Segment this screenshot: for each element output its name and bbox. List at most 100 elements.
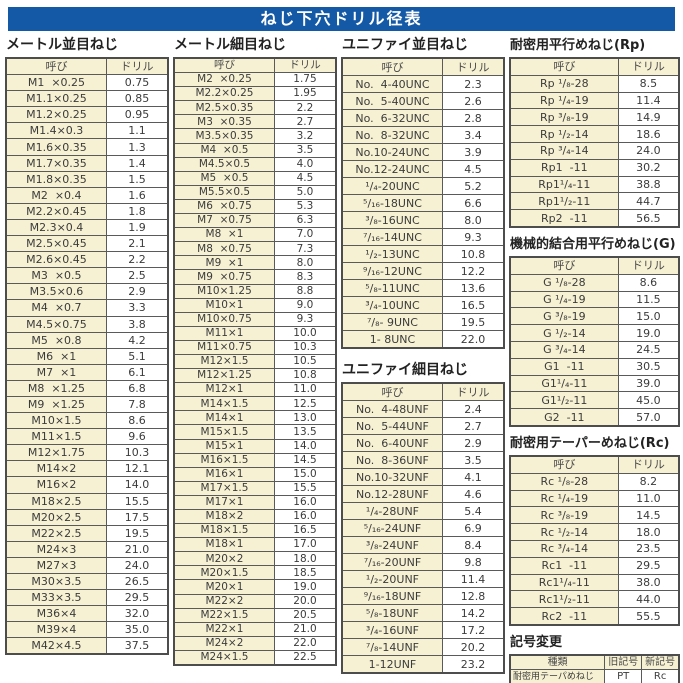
table-cell: ⁵/₁₆-24UNF: [341, 519, 443, 537]
table-cell: M9 ×1.25: [5, 395, 107, 414]
table-cell: 20.5: [273, 607, 337, 623]
table-cell: M33×3.5: [5, 589, 107, 607]
table-cell: 29.5: [617, 556, 680, 575]
table-cell: 8.0: [273, 255, 337, 271]
table-cell: 2.2: [105, 251, 169, 269]
table-cell: 38.8: [617, 175, 680, 194]
table-cell: M3.5×0.35: [173, 128, 275, 144]
unified-coarse-table: 呼び ドリル No. 4-40UNC 2.3 No. 5-40UNC 2.6 No. 6…: [341, 57, 505, 349]
table-cell: ³/₄-10UNC: [341, 296, 443, 314]
table-cell: 6.1: [105, 363, 169, 381]
table-cell: Rp1 -11: [509, 158, 619, 177]
table-row: ⁵/₈-18UNF 14.2: [341, 604, 505, 622]
table-row: No.12-28UNF 4.6: [341, 485, 505, 503]
table-cell: M15×1.5: [173, 424, 275, 440]
table-cell: 12.8: [441, 587, 505, 605]
table-cell: 2.7: [441, 417, 505, 435]
table-cell: G2 -11: [509, 408, 619, 427]
table-row: No. 5-40UNC 2.6: [341, 92, 505, 110]
metric-fine-table: 呼び ドリル M2 ×0.25 1.75 M2.2×0.25 1.95 M2.5×0.3…: [173, 57, 337, 667]
table-cell: 9.3: [273, 311, 337, 327]
table-cell: 11.4: [617, 91, 680, 110]
metric-coarse-section: メートル並目ねじ 呼び ドリル M1 ×0.25 0.75 M1.1×0.25 0.8…: [5, 36, 169, 656]
table-cell: Rc ¹/₂-14: [509, 523, 619, 541]
table-cell: 0.75: [105, 74, 169, 92]
table-cell: 32.0: [105, 605, 169, 623]
table-cell: Rc1 -11: [509, 556, 619, 575]
col-header-old-symbol: 旧記号: [604, 654, 643, 671]
table-row: M1.8×0.35 1.5: [5, 170, 169, 188]
table-cell: 5.1: [105, 347, 169, 365]
table-cell: Rp ³/₈-19: [509, 108, 619, 127]
table-cell: M5.5×0.5: [173, 184, 275, 200]
table-row: G ¹/₂-14 19.0: [509, 324, 680, 342]
table-cell: Rp1¹/₄-11: [509, 175, 619, 194]
table-row: Rc ³/₈-19 14.5: [509, 506, 680, 525]
table-cell: 15.0: [617, 307, 680, 326]
table-cell: 16.5: [273, 523, 337, 539]
table-cell: ⁷/₁₆-20UNF: [341, 553, 443, 571]
table-cell: 1.75: [273, 72, 337, 88]
table-cell: 2.8: [441, 109, 505, 127]
table-cell: ⁷/₈- 9UNC: [341, 313, 443, 331]
table-cell: ⁷/₁₆-14UNC: [341, 228, 443, 246]
table-cell: 23.2: [441, 655, 505, 674]
table-cell: 3.3: [105, 299, 169, 317]
table-cell: 35.0: [105, 621, 169, 639]
table-cell: 1.4: [105, 154, 169, 172]
col-header-name: 呼び: [509, 57, 619, 76]
table-cell: 37.5: [105, 637, 169, 655]
table-cell: 3.8: [105, 315, 169, 333]
table-cell: Rp2 -11: [509, 209, 619, 228]
table-cell: G ¹/₂-14: [509, 324, 619, 342]
table-cell: M1.6×0.35: [5, 138, 107, 156]
col-header-kind: 種類: [509, 654, 606, 671]
header-row: 呼び ドリル: [509, 455, 680, 474]
table-cell: M17×1: [173, 494, 275, 511]
table-cell: M8 ×1.25: [5, 379, 107, 397]
table-row: M5 ×0.5 4.5: [173, 170, 337, 186]
table-cell: M36×4: [5, 605, 107, 623]
table-cell: 8.0: [441, 211, 505, 229]
table-row: M1.2×0.25 0.95: [5, 106, 169, 124]
table-cell: 56.5: [617, 209, 680, 228]
table-cell: 18.5: [273, 565, 337, 581]
col-header-name: 呼び: [509, 455, 619, 474]
table-cell: Rp ¹/₂-14: [509, 125, 619, 143]
table-cell: 13.5: [273, 424, 337, 440]
table-row: Rc ¹/₄-19 11.0: [509, 489, 680, 508]
table-row: M7 ×1 6.1: [5, 363, 169, 381]
table-row: G ¹/₈-28 8.6: [509, 273, 680, 292]
table-row: ⁵/₁₆-24UNF 6.9: [341, 519, 505, 537]
unified-section: ユニファイ並目ねじ 呼び ドリル No. 4-40UNC 2.3 No. 5-40U…: [341, 36, 505, 674]
table-row: M30×3.5 26.5: [5, 572, 169, 591]
table-cell: 16.0: [273, 494, 337, 511]
col-header-drill: ドリル: [105, 57, 169, 76]
table-cell: 6.3: [273, 213, 337, 229]
table-cell: 2.9: [105, 283, 169, 301]
table-cell: 1- 8UNC: [341, 330, 443, 349]
table-row: G ³/₄-14 24.5: [509, 340, 680, 359]
table-row: M18×2 16.0: [173, 508, 337, 525]
table-cell: 23.5: [617, 539, 680, 558]
table-row: M16×1 15.0: [173, 466, 337, 482]
table-cell: M14×1: [173, 410, 275, 426]
table-cell: 26.5: [105, 572, 169, 591]
table-cell: 15.0: [273, 466, 337, 482]
table-row: M22×2 20.0: [173, 593, 337, 609]
table-row: M3 ×0.35 2.7: [173, 114, 337, 130]
table-cell: M2.2×0.45: [5, 202, 107, 220]
table-row: M14×1.5 12.5: [173, 396, 337, 412]
table-row: G ¹/₄-19 11.5: [509, 290, 680, 309]
header-row: 呼び ドリル: [341, 382, 505, 401]
table-cell: 9.6: [105, 428, 169, 446]
table-cell: 2.1: [105, 235, 169, 253]
g-table: 呼び ドリル G ¹/₈-28 8.6 G ¹/₄-19 11.5 G ³/₈-19 15…: [509, 255, 680, 427]
table-row: M2 ×0.4 1.6: [5, 186, 169, 204]
table-row: M3.5×0.35 3.2: [173, 128, 337, 144]
table-row: M36×4 32.0: [5, 605, 169, 623]
table-cell: 0.85: [105, 90, 169, 108]
table-cell: M10×1.25: [173, 283, 275, 299]
table-cell: 1.1: [105, 122, 169, 140]
